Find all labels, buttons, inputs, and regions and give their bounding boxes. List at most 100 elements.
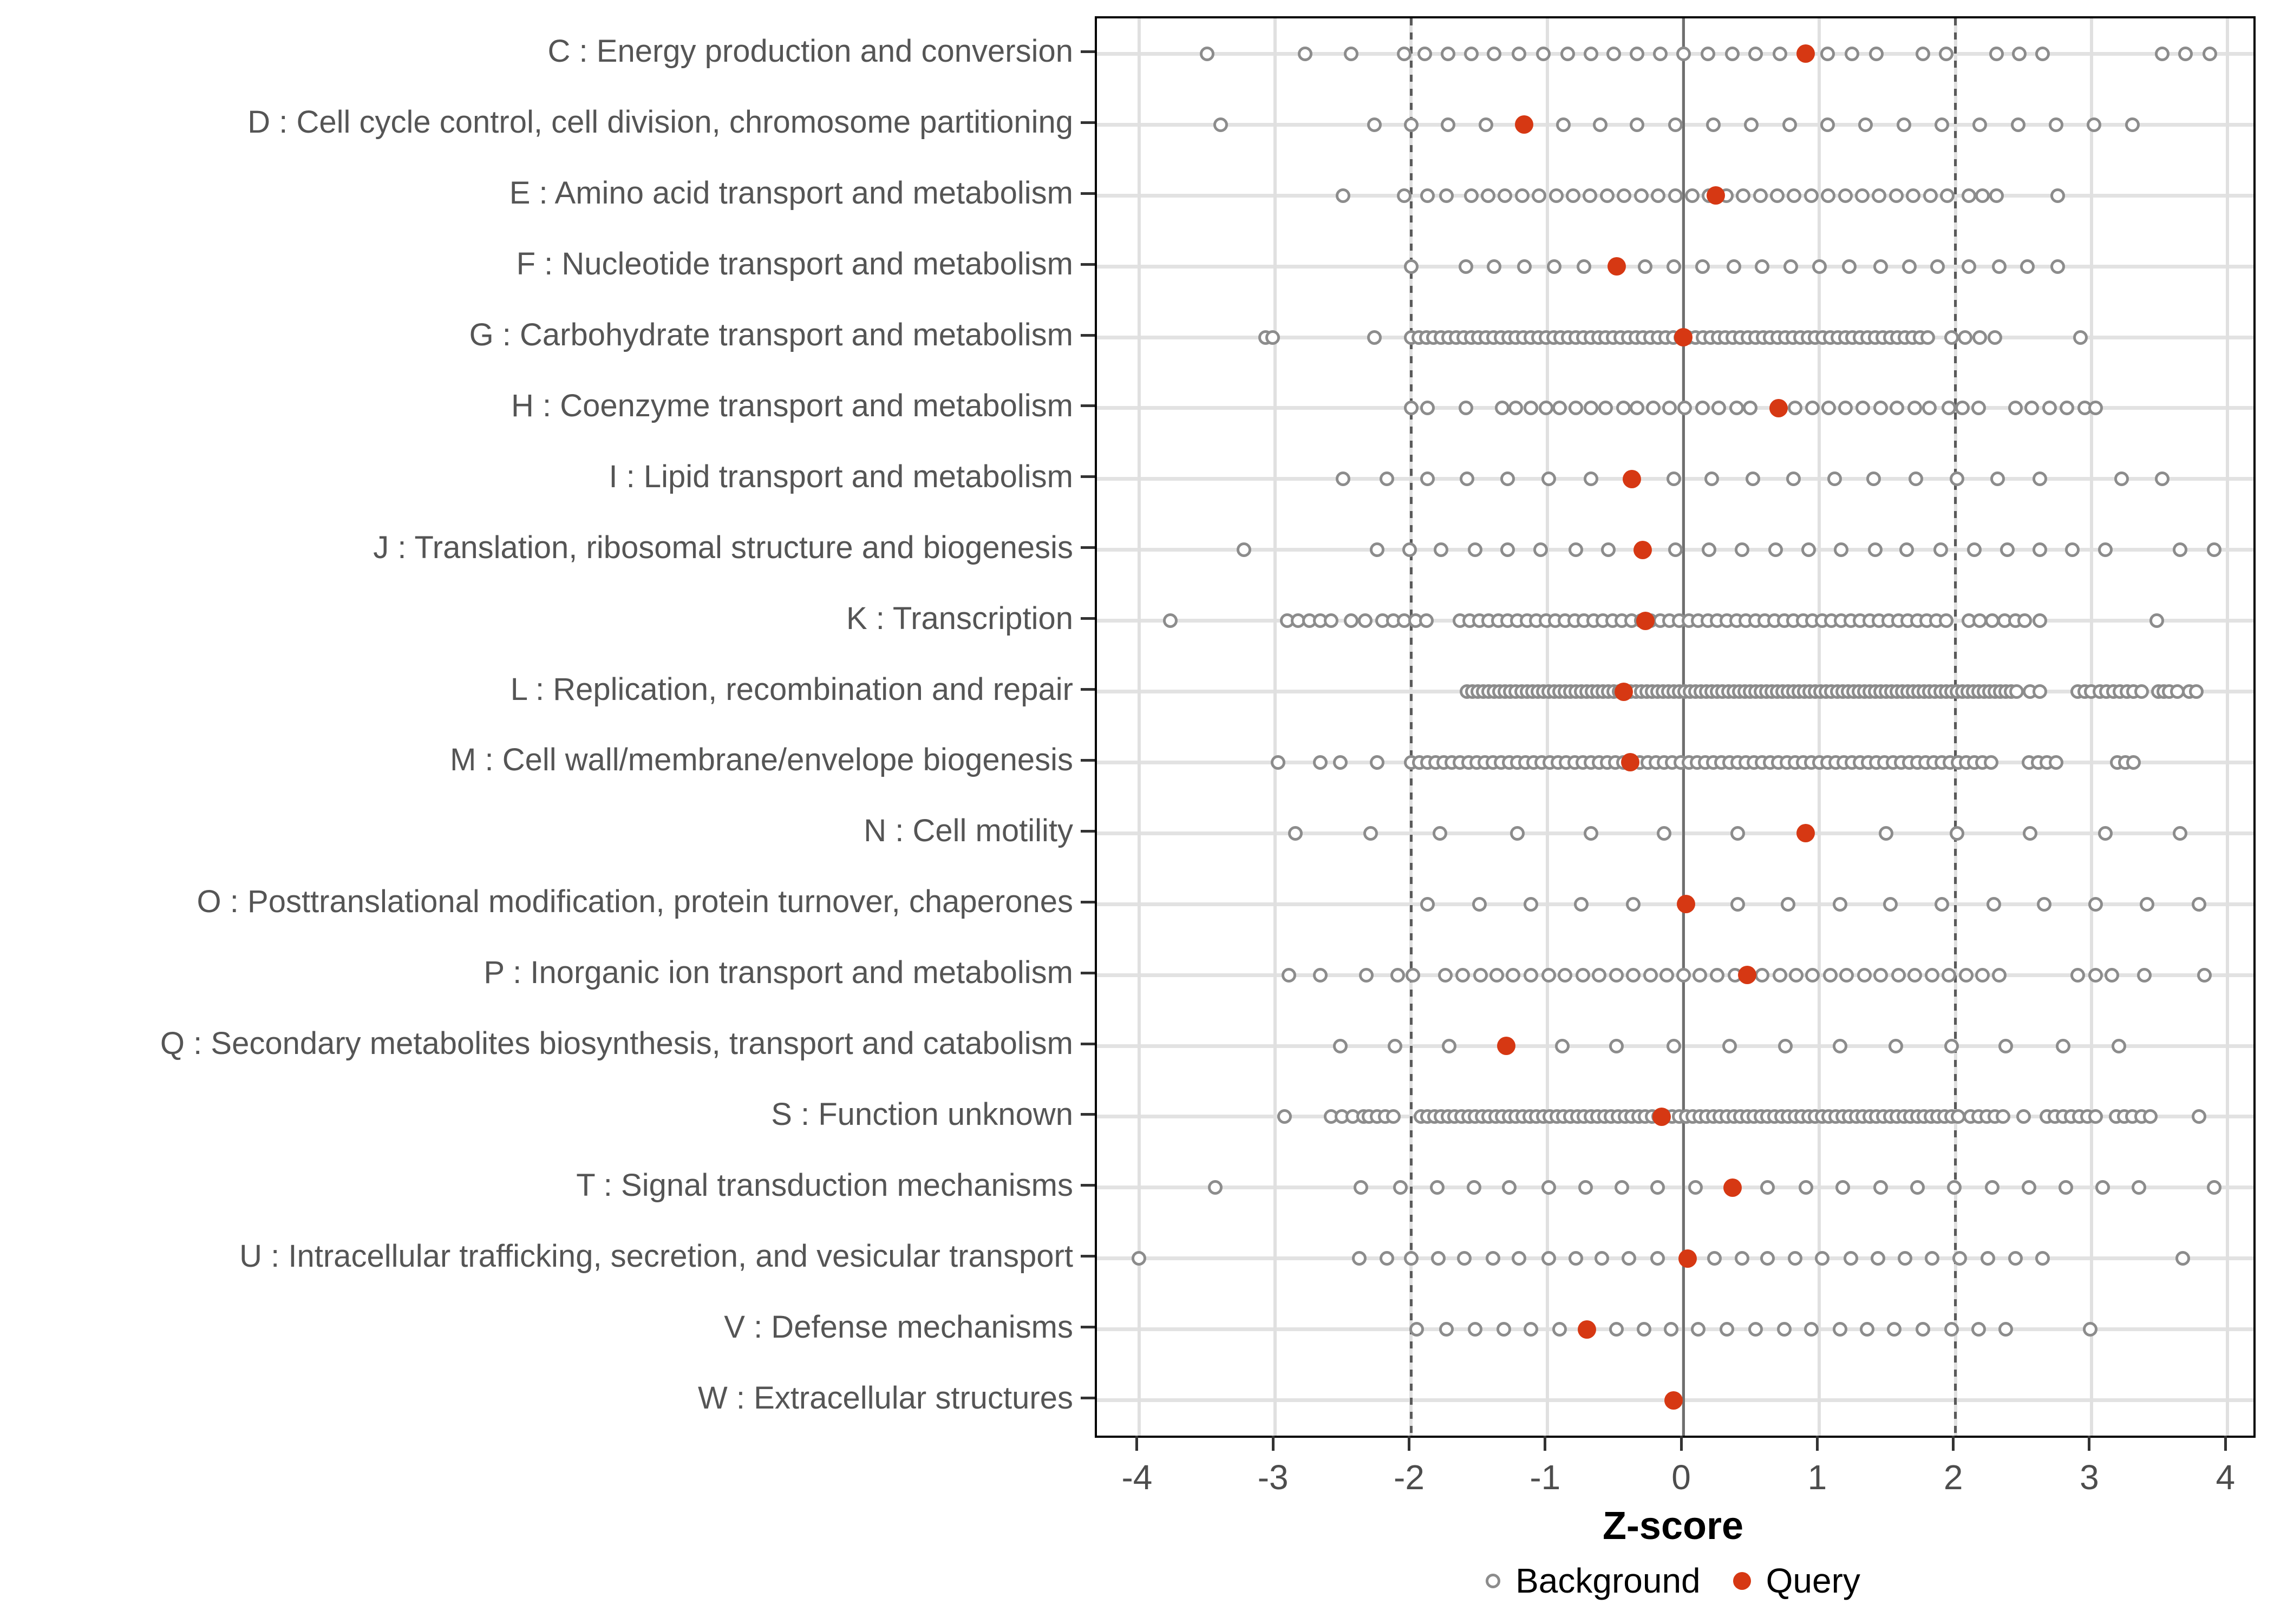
query-point [1677,895,1696,914]
background-point [1593,117,1608,132]
y-axis-label: S : Function unknown [771,1096,1073,1132]
background-point [1535,46,1551,61]
query-point [1621,753,1640,772]
background-point [1901,259,1917,274]
x-axis-title: Z-score [1602,1504,1744,1548]
background-point [1812,259,1827,274]
background-point [1574,896,1589,912]
y-axis-label: T : Signal transduction mechanisms [576,1167,1073,1203]
background-point [1312,967,1328,983]
y-axis-tick [1081,1042,1095,1045]
background-point [1786,472,1801,487]
background-point [1367,117,1382,132]
background-point [1583,46,1598,61]
y-axis-label: L : Replication, recombination and repai… [510,671,1073,707]
y-axis-label: F : Nucleotide transport and metabolism [516,246,1073,282]
background-point [1787,401,1802,416]
background-point [1707,1251,1722,1266]
background-point [1891,967,1906,983]
background-point [1872,188,1887,203]
background-point [1890,401,1905,416]
background-point [1277,1109,1292,1124]
background-point [1403,401,1419,416]
background-point [1692,967,1707,983]
background-point [1859,1322,1874,1337]
background-point [2049,117,2064,132]
background-point [1556,117,1571,132]
background-point [1734,542,1749,558]
background-point [2134,684,2149,699]
background-point [1409,1322,1424,1337]
background-point [1822,967,1838,983]
background-point [1772,967,1787,983]
background-point [1583,472,1598,487]
background-point [1772,46,1787,61]
background-point [1500,472,1515,487]
background-point [1999,542,2015,558]
background-point [2009,684,2024,699]
x-gridline [1818,18,1821,1436]
y-axis-tick [1081,829,1095,833]
background-point [1873,259,1888,274]
background-point [1402,542,1417,558]
background-point [1625,896,1641,912]
background-point [1962,259,1977,274]
background-point [1710,967,1725,983]
background-point [1663,1322,1678,1337]
background-point [1367,330,1382,345]
background-point [1463,188,1479,203]
background-point [1541,1251,1556,1266]
background-point [1668,188,1683,203]
y-axis-tick [1081,688,1095,691]
background-point [1907,967,1922,983]
background-point [1517,259,1532,274]
background-point [1898,1251,1913,1266]
background-point [2036,896,2051,912]
y-axis-tick [1081,121,1095,124]
background-point [1541,967,1556,983]
y-axis-tick [1081,192,1095,195]
x-axis-tick [1952,1436,1955,1451]
background-point [1925,967,1940,983]
background-point [1546,259,1561,274]
background-point [1463,46,1479,61]
background-point [1787,1251,1802,1266]
x-axis-tick-label: 1 [1807,1458,1827,1497]
background-point [1870,1251,1885,1266]
background-point [2140,896,2155,912]
x-axis-tick [1544,1436,1547,1451]
background-point [1873,1180,1888,1195]
background-point [1163,613,1178,628]
x-gridline [1273,18,1277,1436]
zero-line [1682,18,1685,1436]
background-point [1659,967,1675,983]
background-point [1781,896,1796,912]
background-point [1742,401,1757,416]
background-point [1432,826,1447,841]
background-point [1524,896,1539,912]
background-point [1440,46,1455,61]
background-point [2097,542,2113,558]
background-point [1745,472,1760,487]
background-point [2012,46,2027,61]
query-point [1769,398,1788,417]
background-point [2058,1180,2073,1195]
background-point [1386,1109,1401,1124]
background-point [1336,472,1351,487]
background-point [1702,542,1717,558]
background-point [2042,401,2057,416]
background-point [1866,472,1881,487]
background-point [1651,188,1666,203]
query-point [1497,1037,1516,1056]
background-point [1760,1251,1775,1266]
background-point [1803,188,1819,203]
background-point [1630,117,1645,132]
y-axis-tick [1081,404,1095,408]
background-point [2021,1180,2036,1195]
y-axis-label: P : Inorganic ion transport and metaboli… [483,955,1073,991]
background-point [1554,1038,1570,1053]
background-point [1838,401,1853,416]
background-point [2114,472,2129,487]
background-point [1873,401,1888,416]
plot-panel [1095,16,2256,1438]
